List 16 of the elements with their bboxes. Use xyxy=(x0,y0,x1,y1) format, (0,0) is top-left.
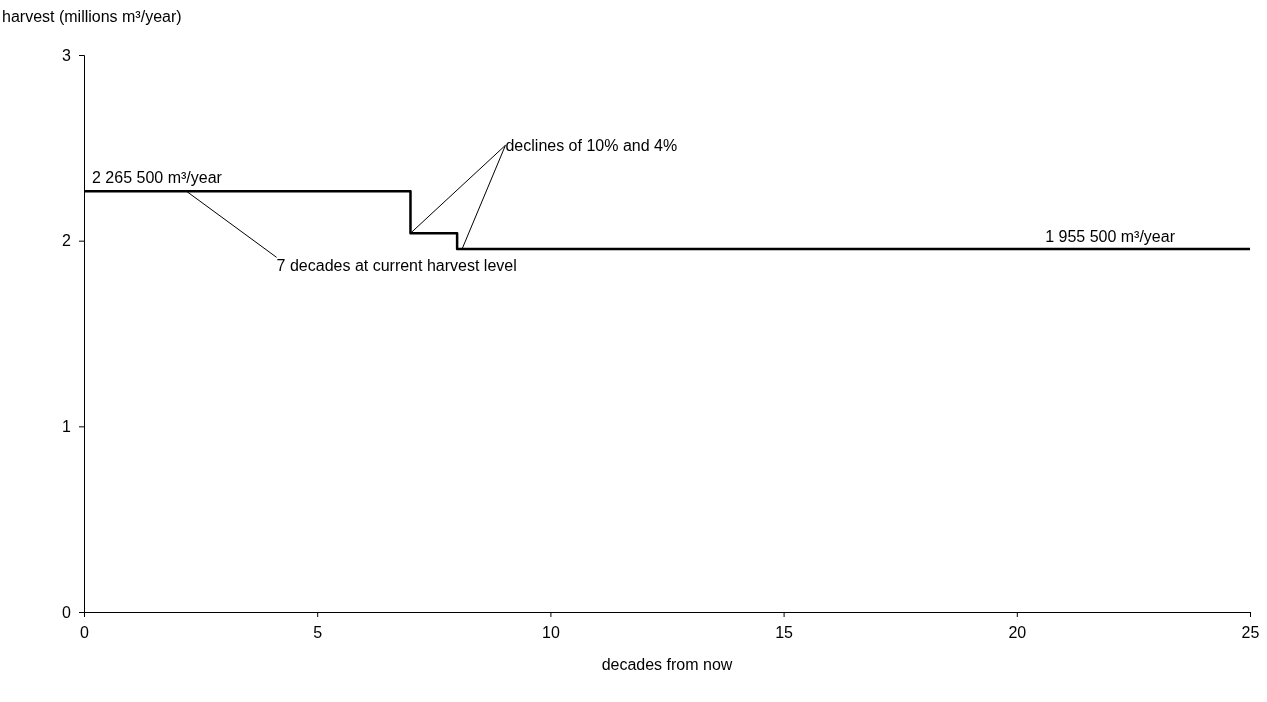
x-tick-label: 10 xyxy=(542,624,560,642)
y-tick-label: 3 xyxy=(62,46,72,64)
x-tick-label: 5 xyxy=(313,624,323,642)
y-tick-label: 2 xyxy=(62,232,72,250)
x-tick-label: 0 xyxy=(80,624,90,642)
y-tick-label: 1 xyxy=(62,417,72,435)
y-axis-title: harvest (millions m³/year) xyxy=(2,8,182,25)
x-tick-label: 20 xyxy=(1008,624,1027,642)
y-tick-label: 0 xyxy=(62,603,72,621)
x-tick-label: 25 xyxy=(1241,624,1260,642)
x-axis-title: decades from now xyxy=(601,656,733,673)
annotation: declines of 10% and 4% xyxy=(505,137,678,155)
x-tick-label: 15 xyxy=(775,624,794,642)
annotation: 2 265 500 m³/year xyxy=(92,169,223,187)
annotation: 1 955 500 m³/year xyxy=(1045,227,1176,245)
annotation: 7 decades at current harvest level xyxy=(276,257,517,275)
